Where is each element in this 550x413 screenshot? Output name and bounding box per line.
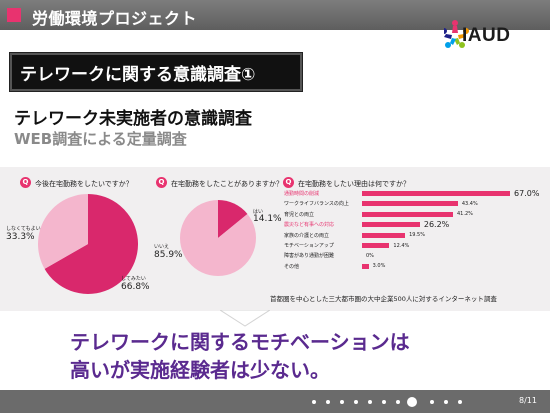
conclusion-line-2: 高いが実施経験者は少ない。 bbox=[70, 358, 330, 382]
q3-bar bbox=[362, 201, 458, 207]
topic-title: テレワークに関する意識調査① bbox=[20, 65, 256, 85]
q2-pct-yes: 14.1% bbox=[253, 214, 282, 224]
conclusion-line-1: テレワークに関するモチベーションは bbox=[70, 330, 410, 354]
q3-bar-value: 0% bbox=[366, 252, 374, 259]
q1-pie-chart bbox=[38, 194, 138, 294]
q2-slice-0 bbox=[218, 200, 248, 238]
q2-badge: Q bbox=[156, 177, 167, 188]
q3-bar bbox=[362, 211, 453, 217]
pagination-dot[interactable] bbox=[407, 397, 417, 407]
pagination-dot[interactable] bbox=[312, 400, 316, 404]
q3-bar-value: 41.2% bbox=[457, 211, 473, 218]
header-bar bbox=[0, 0, 550, 30]
q3-bar bbox=[362, 222, 420, 228]
sub-heading: WEB調査による定量調査 bbox=[14, 130, 187, 148]
q2-slice-1 bbox=[180, 200, 256, 276]
pagination-dot[interactable] bbox=[354, 400, 358, 404]
q3-bar-value: 67.0% bbox=[514, 188, 540, 198]
q3-badge: Q bbox=[283, 177, 294, 188]
pagination-dot[interactable] bbox=[368, 400, 372, 404]
logo-text: IAUD bbox=[462, 25, 511, 46]
pagination-dot[interactable] bbox=[430, 400, 434, 404]
footer-bar bbox=[0, 390, 550, 413]
q2-pct-no: 85.9% bbox=[154, 250, 183, 260]
q2-label-no: いいえ bbox=[154, 244, 170, 250]
header-accent-square bbox=[7, 8, 21, 22]
q1-label-yes: してみたい bbox=[121, 276, 146, 282]
pagination-dot[interactable] bbox=[396, 400, 400, 404]
q3-bar-value: 19.5% bbox=[409, 232, 425, 239]
q3-bar-label: ワークライフバランスの向上 bbox=[284, 201, 349, 208]
pagination-dot[interactable] bbox=[458, 400, 462, 404]
pagination-dot[interactable] bbox=[340, 400, 344, 404]
q2-label-yes: はい bbox=[253, 209, 264, 215]
q1-badge: Q bbox=[20, 177, 31, 188]
q3-bar-label: 障害があり通勤が困難 bbox=[284, 253, 335, 260]
pagination-dot[interactable] bbox=[326, 400, 330, 404]
q3-bar-label: 育児との両立 bbox=[284, 211, 314, 218]
q3-bar-value: 12.4% bbox=[393, 242, 410, 249]
q1-pct-no: 33.3% bbox=[6, 232, 35, 242]
pagination-dot[interactable] bbox=[444, 400, 448, 404]
header-title: 労働環境プロジェクト bbox=[32, 9, 198, 28]
q2-pie-chart bbox=[180, 200, 256, 276]
q3-bar-label: 通勤時間の削減 bbox=[284, 191, 320, 197]
q3-bar bbox=[362, 243, 390, 248]
down-arrow-icon bbox=[220, 310, 270, 327]
q1-question: 今後在宅勤務をしたいですか？ bbox=[35, 180, 133, 188]
topic-box bbox=[10, 53, 302, 91]
q2-question: 在宅勤務をしたことがありますか？ bbox=[171, 180, 283, 188]
q3-bar-label: その他 bbox=[284, 263, 300, 270]
survey-source: 首都圏を中心とした三大都市圏の大中企業500人に対するインターネット調査 bbox=[270, 295, 497, 303]
main-heading: テレワーク未実施者の意識調査 bbox=[14, 109, 252, 129]
q3-bar bbox=[362, 263, 369, 269]
q3-question: 在宅勤務をしたい理由は何ですか？ bbox=[298, 180, 410, 188]
iaud-logo-icon bbox=[444, 20, 469, 48]
q3-bar bbox=[362, 191, 510, 196]
q3-bar-label: 家族の介護との両立 bbox=[284, 232, 329, 239]
q1-slice-1 bbox=[38, 194, 88, 269]
q1-pct-yes: 66.8% bbox=[121, 282, 150, 292]
q3-bar-label: モチベーションアップ bbox=[284, 243, 334, 249]
pagination-dot[interactable] bbox=[382, 400, 386, 404]
q3-bar-label: 震災など有事への対応 bbox=[284, 222, 335, 229]
q3-bar-value: 3.0% bbox=[372, 263, 386, 270]
q3-bar-value: 26.2% bbox=[423, 219, 450, 229]
q1-slice-0 bbox=[44, 194, 138, 294]
page-number: 8/11 bbox=[519, 396, 537, 405]
q1-label-no: しなくてもよい bbox=[6, 226, 41, 232]
q3-bar bbox=[362, 232, 406, 238]
q3-bar-value: 43.4% bbox=[461, 200, 478, 207]
